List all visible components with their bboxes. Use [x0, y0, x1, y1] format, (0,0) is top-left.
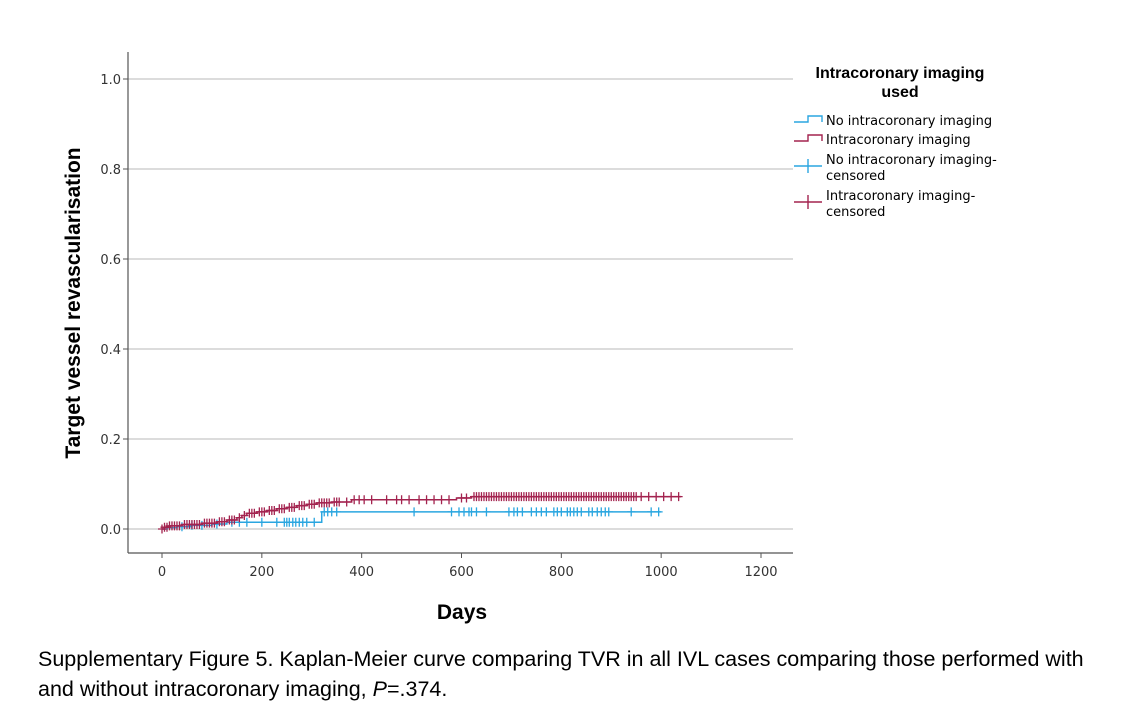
censor-mark: [415, 495, 424, 505]
x-tick-label: 0: [158, 565, 166, 580]
censor-mark: [445, 495, 454, 505]
legend-line-symbol: [794, 115, 823, 123]
censor-mark: [422, 495, 431, 505]
censor-mark: [627, 507, 636, 517]
censor-mark: [310, 517, 319, 527]
y-tick-label: 0.4: [100, 343, 121, 358]
caption-text: Supplementary Figure 5. Kaplan-Meier cur…: [38, 647, 1084, 701]
censor-mark: [367, 495, 376, 505]
legend-label: Intracoronary imaging: [826, 133, 971, 148]
censor-mark: [637, 492, 646, 502]
censor-mark: [577, 507, 586, 517]
x-tick-label: 1000: [645, 565, 678, 580]
figure-caption: Supplementary Figure 5. Kaplan-Meier cur…: [38, 644, 1098, 704]
censor-mark: [235, 513, 244, 523]
censor-mark: [397, 495, 406, 505]
censor-mark: [240, 511, 249, 520]
censor-mark: [242, 517, 251, 527]
censor-mark: [230, 515, 239, 525]
series-layer: [158, 492, 683, 534]
censor-mark: [437, 495, 446, 505]
legend-title: Intracoronary imaging used: [816, 65, 985, 101]
caption-p-value: =.374.: [386, 677, 448, 701]
censor-mark: [175, 521, 184, 531]
x-axis-title: Days: [437, 601, 487, 624]
censor-mark: [644, 492, 653, 502]
legend-entry: No intracoronary imaging: [794, 114, 992, 129]
censor-mark: [410, 507, 419, 517]
censor-mark: [302, 517, 311, 527]
caption-p-label: P: [372, 677, 387, 701]
censor-mark: [430, 495, 439, 505]
legend-label: No intracoronary imaging: [826, 114, 992, 129]
censor-mark: [220, 517, 229, 527]
censor-mark: [360, 495, 369, 505]
censor-mark: [290, 502, 299, 512]
censor-mark: [342, 497, 351, 507]
km-chart: 0.00.20.40.60.81.00 200 400 600 800 1000 1200 …: [62, 52, 997, 624]
legend-label: No intracoronary imaging-censored: [826, 153, 997, 184]
y-tick-label: 0.6: [100, 253, 121, 268]
censor-mark: [272, 517, 281, 527]
y-axis-title: Target vessel revascularisation: [62, 147, 85, 458]
censor-mark: [652, 492, 661, 502]
censor-mark: [382, 495, 391, 505]
x-tick-label: 600: [449, 565, 474, 580]
axes: 0.0 0.2 0.4 0.6 0.8 1.0 0 200 400 600 800 1000 1200: [100, 52, 793, 580]
legend-label: Intracoronary imaging-censored: [826, 189, 976, 220]
y-tick-label: 0.0: [100, 523, 121, 538]
legend-censor-symbol: [794, 195, 822, 209]
legend: Intracoronary imaging used No intracoronar…: [794, 65, 997, 220]
y-tick-label: 0.8: [100, 163, 121, 178]
censor-mark: [667, 492, 676, 502]
censor-mark: [325, 498, 334, 508]
x-tick-label: 800: [549, 565, 574, 580]
x-tick-label: 200: [249, 565, 274, 580]
censor-mark: [257, 517, 266, 527]
censor-mark: [270, 506, 279, 516]
gridlines: [128, 78, 793, 530]
censor-mark: [518, 507, 527, 517]
censor-mark: [300, 501, 309, 511]
legend-line-symbol: [794, 134, 823, 142]
x-tick-label: 1200: [744, 565, 777, 580]
legend-entry: No intracoronary imaging-censored: [794, 153, 997, 184]
censor-mark: [604, 507, 613, 517]
censor-mark: [280, 504, 289, 514]
y-tick-label: 0.2: [100, 433, 121, 448]
censor-mark: [542, 507, 551, 517]
censor-mark: [482, 507, 491, 517]
censor-mark: [472, 507, 481, 517]
censor-mark: [405, 495, 414, 505]
censor-mark: [195, 520, 204, 529]
legend-entry: Intracoronary imaging-censored: [794, 189, 976, 220]
censor-mark: [447, 507, 456, 517]
legend-entry: Intracoronary imaging: [794, 133, 971, 148]
censor-mark: [654, 507, 663, 517]
y-tick-label: 1.0: [100, 73, 121, 88]
censor-mark: [210, 518, 219, 528]
legend-censor-symbol: [794, 159, 822, 173]
censor-mark: [310, 499, 319, 509]
censor-mark: [674, 492, 683, 502]
censor-mark: [250, 508, 259, 518]
censor-mark: [462, 493, 471, 503]
censor-mark: [335, 497, 344, 507]
series-imaging: [158, 492, 683, 534]
censor-mark: [332, 507, 341, 517]
censor-mark: [659, 492, 668, 502]
censor-mark: [260, 507, 269, 517]
x-tick-label: 400: [349, 565, 374, 580]
censor-mark: [647, 507, 656, 517]
